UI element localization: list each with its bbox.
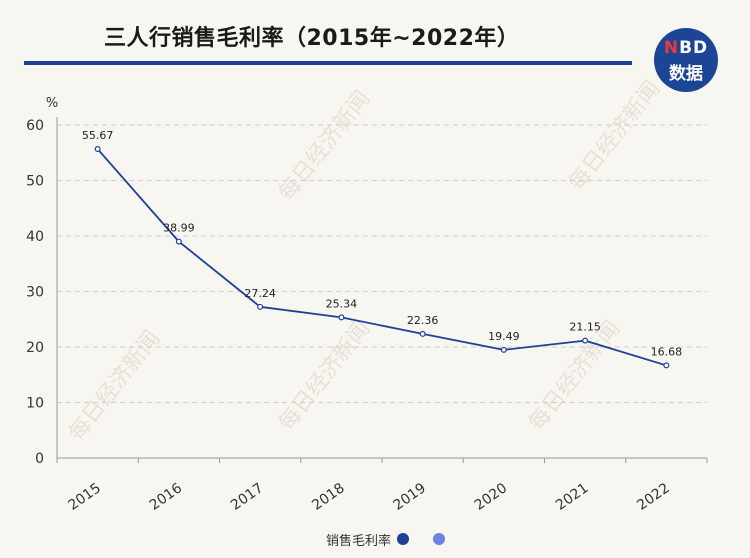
y-axis-unit: %: [46, 96, 58, 111]
data-point: [338, 314, 345, 321]
watermark-text: 每日经济新闻: [64, 326, 165, 445]
x-tick-label: 2020: [472, 480, 510, 514]
series-layer: [94, 146, 670, 369]
watermark-text: 每日经济新闻: [524, 316, 625, 435]
data-point: [175, 238, 182, 245]
legend-dot-secondary: [433, 533, 446, 545]
watermark-text: 每日经济新闻: [274, 86, 375, 205]
x-tick-label: 2016: [147, 480, 185, 514]
nbd-logo: NBD 数据: [654, 28, 718, 92]
data-label: 19.49: [488, 330, 520, 343]
axes: [56, 117, 708, 463]
legend[interactable]: 销售毛利率: [326, 530, 446, 549]
data-point: [500, 346, 507, 353]
logo-bottom-text: 数据: [669, 64, 703, 84]
y-tick-label: 20: [26, 340, 44, 356]
data-label: 22.36: [407, 314, 439, 327]
y-tick-label: 60: [26, 118, 44, 134]
watermark-text: 每日经济新闻: [564, 76, 665, 195]
legend-label: 销售毛利率: [326, 533, 392, 549]
x-tick-label: 2015: [66, 480, 104, 514]
y-tick-label: 10: [26, 396, 44, 412]
data-point: [663, 362, 670, 369]
x-tick-label: 2021: [553, 480, 591, 514]
title-underline: [24, 61, 632, 65]
data-point: [257, 303, 264, 310]
data-point: [94, 146, 101, 153]
data-point: [582, 337, 589, 344]
x-tick-label: 2022: [634, 480, 672, 514]
logo-top-text: NBD: [663, 38, 709, 58]
y-tick-label: 50: [26, 174, 44, 190]
data-label: 21.15: [569, 321, 601, 334]
x-tick-label: 2018: [309, 480, 347, 514]
watermark-text: 每日经济新闻: [274, 316, 375, 435]
data-label: 16.68: [651, 345, 683, 358]
x-tick-label: 2019: [391, 480, 429, 514]
legend-dot-primary: [397, 533, 410, 545]
chart-title: 三人行销售毛利率（2015年~2022年）: [104, 26, 520, 51]
y-tick-label: 30: [26, 285, 44, 301]
data-labels: 55.67 38.99 27.24 25.34 22.36 19.49 21.15 16.68: [82, 129, 682, 358]
data-point: [419, 330, 426, 337]
y-tick-labels: 0 10 20 30 40 50 60%: [26, 96, 58, 467]
data-label: 38.99: [163, 222, 195, 235]
series-line: [96, 148, 667, 367]
x-tick-labels: 2015 2016 2017 2018 2019 2020 2021 2022: [66, 480, 673, 514]
data-label: 25.34: [326, 297, 358, 310]
y-tick-label: 40: [26, 229, 44, 245]
grid-lines: [57, 124, 707, 403]
data-label: 27.24: [244, 287, 276, 300]
y-tick-label: 0: [35, 451, 44, 467]
data-label: 55.67: [82, 129, 114, 142]
x-tick-label: 2017: [228, 480, 266, 514]
